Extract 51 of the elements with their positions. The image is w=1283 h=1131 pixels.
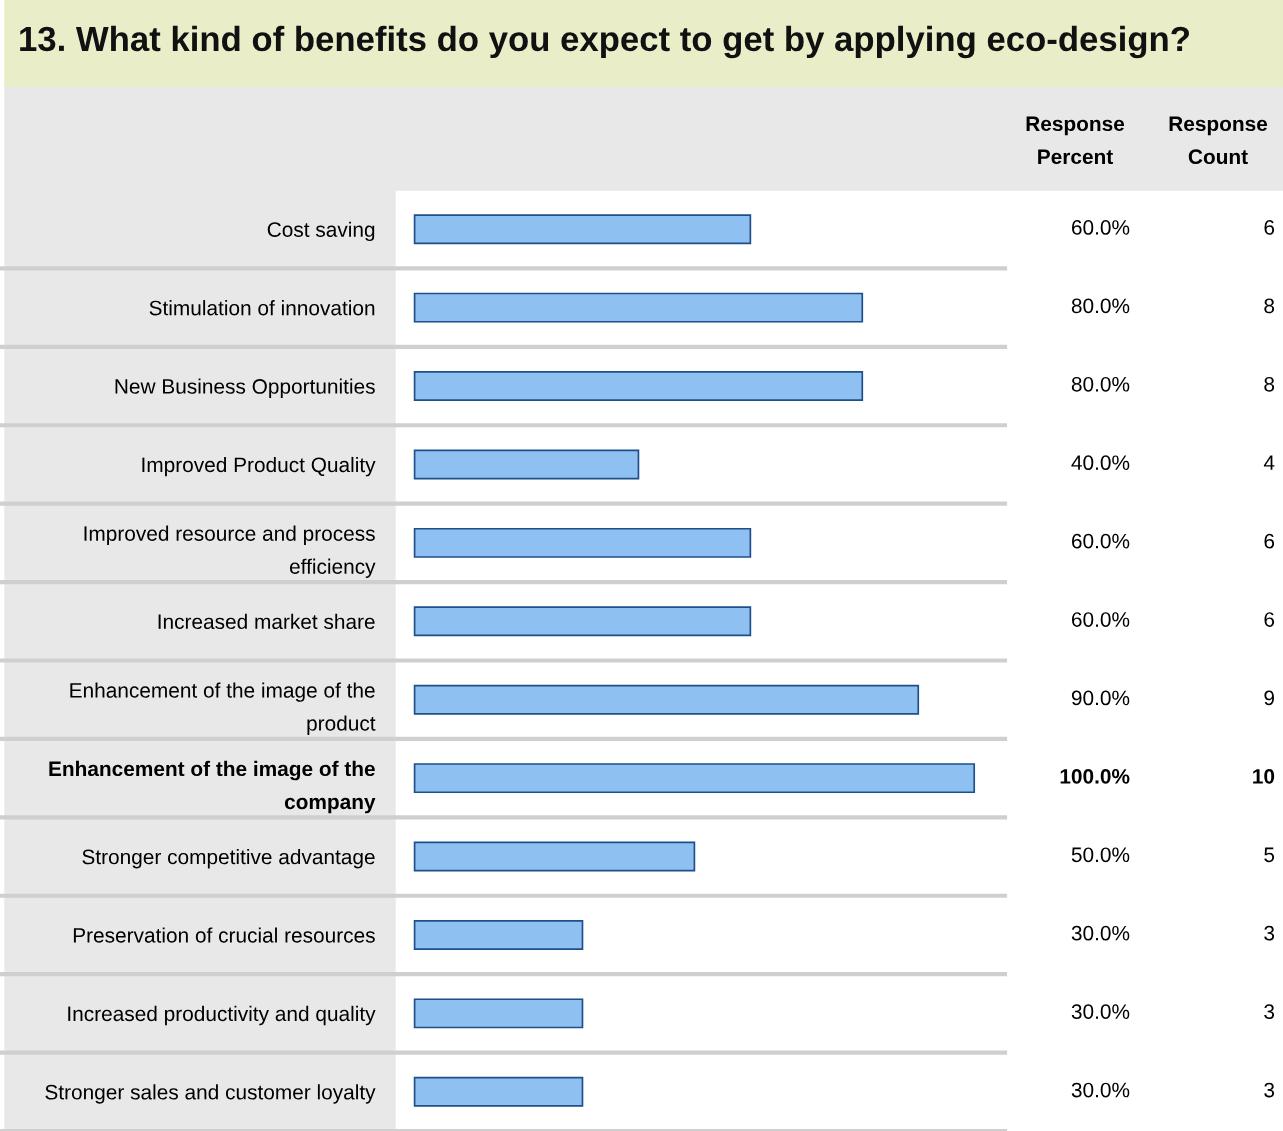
y-tick-label: Increased productivity and quality — [68, 1005, 376, 1026]
data-label: 60.0% — [1071, 220, 1130, 235]
y-tick-label: Increased market share — [158, 613, 375, 630]
text: 6 — [1264, 612, 1275, 627]
text: 8 — [1264, 298, 1275, 314]
bar — [413, 920, 584, 950]
text: 5 — [1264, 847, 1275, 863]
bar — [413, 214, 752, 245]
y-tick-label: Enhancement of the image of the company — [49, 760, 376, 814]
y-tick-label: Stronger sales and customer loyalty — [45, 1084, 376, 1104]
y-tick-label: New Business Opportunities — [115, 378, 375, 398]
data-label: 80.0% — [1071, 376, 1130, 392]
text: 3 — [1264, 1082, 1275, 1098]
bar — [413, 527, 752, 558]
bar — [413, 449, 640, 480]
data-label: 30.0% — [1071, 1004, 1130, 1019]
data-label: 100.0% — [1060, 768, 1130, 784]
data-label: 80.0% — [1071, 298, 1130, 314]
bar — [413, 606, 752, 637]
bar — [413, 292, 864, 323]
text: 6 — [1264, 220, 1275, 235]
text: Response Percent — [1026, 116, 1125, 165]
data-label: 60.0% — [1071, 533, 1130, 549]
data-label: 60.0% — [1071, 612, 1130, 627]
bar — [413, 998, 584, 1029]
text: 3 — [1264, 1004, 1275, 1019]
data-label: 30.0% — [1071, 1082, 1130, 1098]
bar — [413, 1076, 584, 1107]
data-label: 40.0% — [1071, 455, 1130, 471]
y-tick-label: Cost saving — [267, 221, 375, 242]
text: Response Count — [1169, 116, 1268, 165]
bar — [413, 371, 864, 401]
y-tick-label: Improved Product Quality — [142, 456, 376, 477]
text: 10 — [1253, 768, 1275, 784]
data-label: 50.0% — [1071, 847, 1130, 863]
y-tick-label: Stimulation of innovation — [149, 300, 375, 316]
bar — [413, 684, 920, 715]
data-label: 30.0% — [1071, 925, 1130, 941]
bar — [413, 841, 696, 872]
y-tick-label: Preservation of crucial resources — [73, 927, 375, 943]
text: 8 — [1264, 376, 1275, 392]
chart-title: 13. What kind of benefits do you expect to get by applying eco-design? — [20, 25, 1189, 59]
bar — [413, 763, 976, 794]
y-tick-label: Stronger competitive advantage — [82, 848, 375, 869]
text: 9 — [1264, 690, 1275, 706]
text: 4 — [1263, 455, 1275, 470]
text: 3 — [1264, 925, 1275, 941]
y-tick-label: Enhancement of the image of the product — [70, 682, 376, 735]
data-label: 90.0% — [1071, 690, 1130, 706]
text: 6 — [1264, 533, 1275, 549]
y-tick-label: Improved resource and process efficiency — [84, 525, 376, 579]
